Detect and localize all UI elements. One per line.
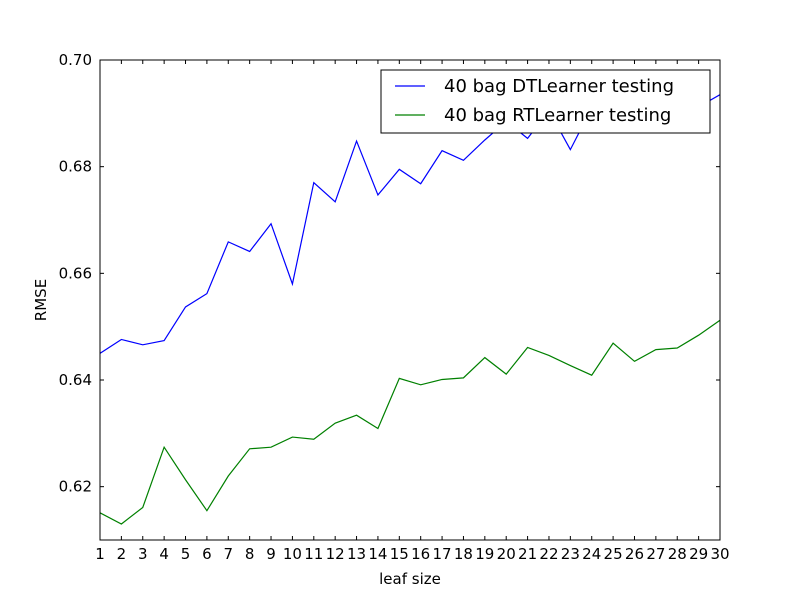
x-tick-label: 15 — [390, 545, 409, 563]
x-tick-label: 4 — [159, 545, 169, 563]
x-tick-label: 3 — [138, 545, 148, 563]
legend-label-2: 40 bag RTLearner testing — [444, 105, 671, 126]
x-tick-label: 16 — [411, 545, 430, 563]
x-tick-label: 10 — [283, 545, 302, 563]
x-tick-label: 27 — [646, 545, 665, 563]
x-tick-label: 30 — [710, 545, 729, 563]
axes-frame — [99, 59, 721, 541]
x-tick-label: 21 — [518, 545, 537, 563]
x-tick-label: 2 — [117, 545, 127, 563]
x-tick-label: 5 — [181, 545, 191, 563]
x-tick-label: 28 — [668, 545, 687, 563]
x-axis-label: leaf size — [379, 570, 441, 588]
x-tick-label: 26 — [625, 545, 644, 563]
x-tick-label: 24 — [582, 545, 601, 563]
y-tick-label: 0.64 — [59, 371, 92, 389]
x-tick-label: 14 — [368, 545, 387, 563]
x-tick-label: 20 — [497, 545, 516, 563]
x-tick-label: 22 — [539, 545, 558, 563]
x-tick-label: 25 — [604, 545, 623, 563]
x-tick-label: 11 — [304, 545, 323, 563]
y-tick-label: 0.66 — [59, 264, 92, 282]
x-tick-label: 9 — [266, 545, 276, 563]
y-tick-label: 0.68 — [59, 158, 92, 176]
x-tick-label: 18 — [454, 545, 473, 563]
x-tick-label: 23 — [561, 545, 580, 563]
x-tick-label: 13 — [347, 545, 366, 563]
x-tick-label: 19 — [475, 545, 494, 563]
x-tick-label: 12 — [326, 545, 345, 563]
y-tick-label: 0.70 — [59, 51, 92, 69]
axes-layer: 1 2 3 4 5 6 7 8 9 10 11 12 13 14 15 16 17 18 19 20 21 22 23 24 2… — [59, 51, 730, 563]
x-tick-label: 8 — [245, 545, 255, 563]
y-axis-label: RMSE — [32, 279, 50, 321]
legend-label-1: 40 bag DTLearner testing — [444, 76, 674, 97]
legend-box — [380, 69, 711, 134]
x-tick-label: 6 — [202, 545, 212, 563]
x-tick-label: 29 — [689, 545, 708, 563]
x-tick-label: 1 — [95, 545, 105, 563]
x-tick-label: 7 — [224, 545, 234, 563]
legend: 40 bag DTLearner testing 40 bag RTLearner… — [380, 69, 711, 134]
x-tick-label: 17 — [433, 545, 452, 563]
series-line-2 — [100, 319, 720, 525]
y-tick-label: 0.62 — [59, 478, 92, 496]
